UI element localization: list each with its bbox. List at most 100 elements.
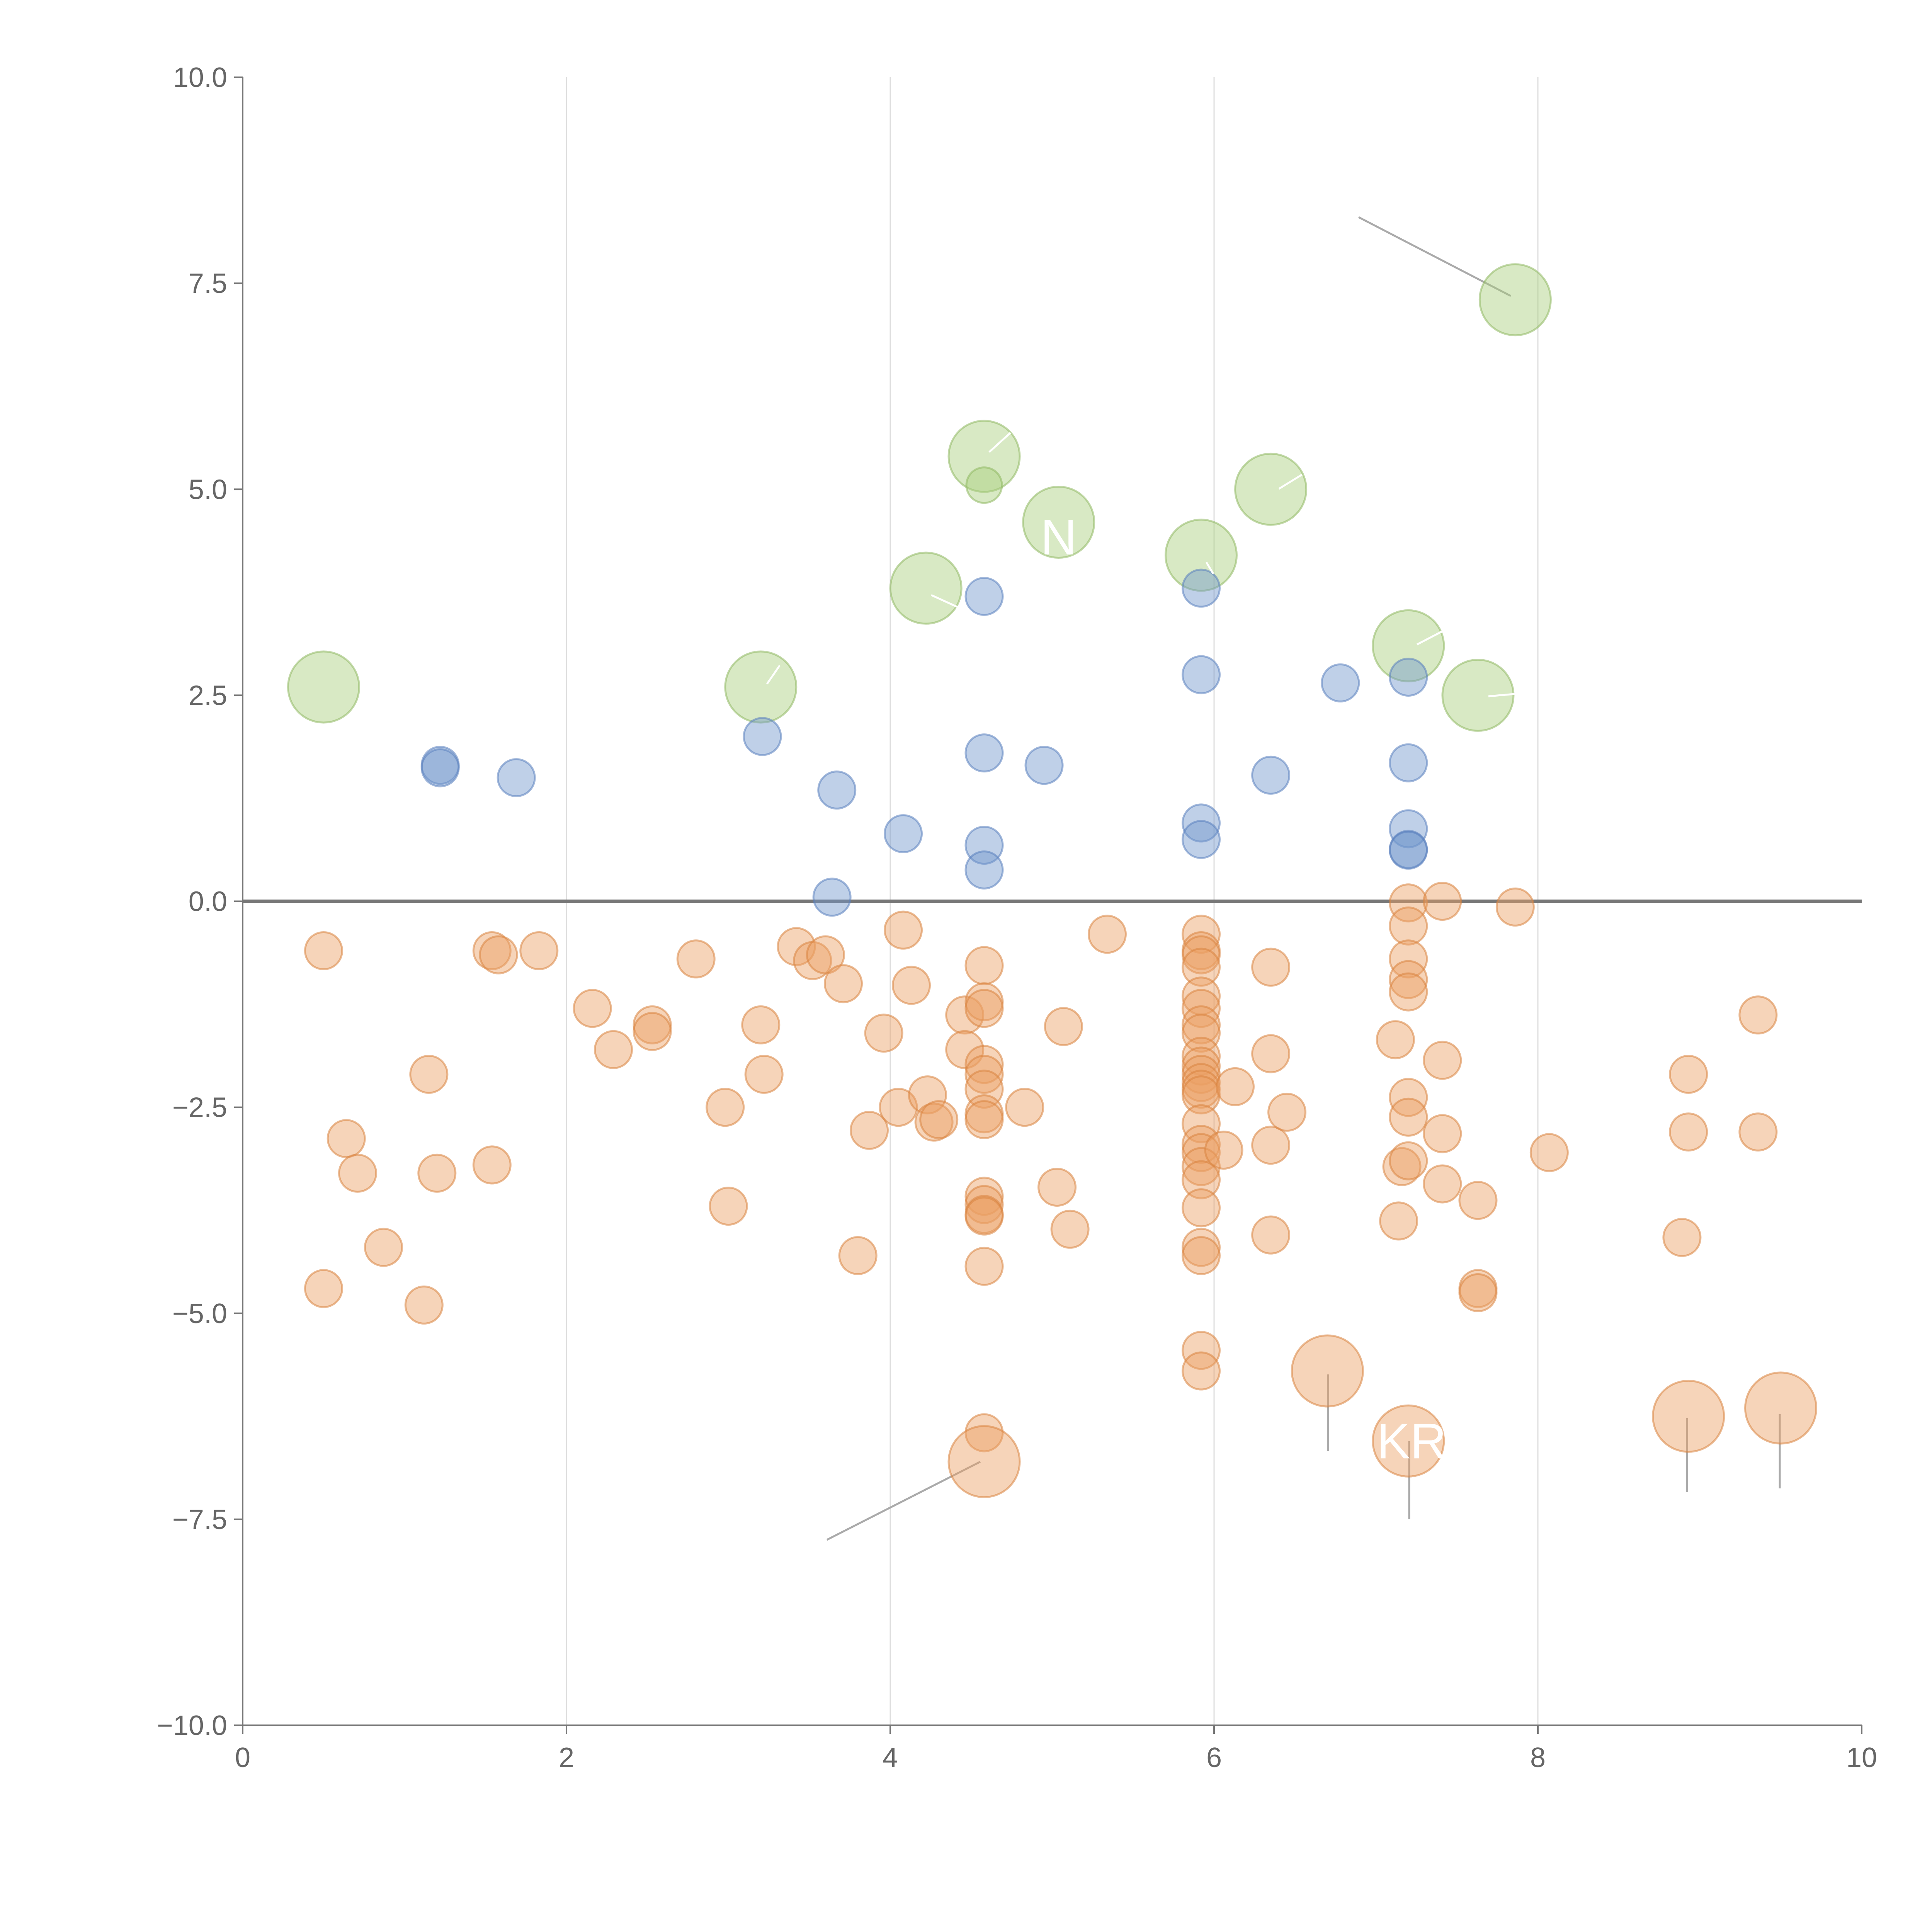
- negative-point: [1662, 1218, 1702, 1257]
- positive-point: [1389, 830, 1428, 870]
- y-tick-label: 5.0: [189, 474, 227, 505]
- x-tick-label: 2: [559, 1742, 574, 1773]
- negative-point: [1181, 1147, 1221, 1186]
- negative-point: [964, 1413, 1004, 1452]
- negative-point: [1181, 1054, 1221, 1094]
- negative-point: [1251, 1215, 1291, 1255]
- large_positive-point: [1441, 658, 1515, 732]
- negative-point: [479, 935, 518, 975]
- negative-point: [1044, 1007, 1083, 1046]
- leader-line: [1488, 693, 1515, 697]
- y-tick-label: 10.0: [173, 62, 227, 93]
- positive-point: [964, 577, 1004, 616]
- negative-point: [1204, 1131, 1243, 1170]
- positive-point: [964, 850, 1004, 889]
- positive-point: [1181, 820, 1221, 859]
- negative-point: [1458, 1181, 1498, 1220]
- y-axis-ticks: 10.0 7.5 5.0 2.5 0.0 −2.5 −5.0 −7.5 −10.0: [157, 62, 243, 1741]
- y-tick-label: −7.5: [172, 1504, 227, 1535]
- negative-point: [1050, 1209, 1090, 1249]
- negative-point: [964, 1185, 1004, 1224]
- negative-point: [304, 1269, 343, 1308]
- negative-point: [409, 1054, 449, 1094]
- positive-point: [1024, 746, 1064, 785]
- negative-point: [1389, 939, 1428, 979]
- positive-point: [1181, 803, 1221, 843]
- large_positive-point: [724, 650, 798, 724]
- negative-point: [1495, 887, 1535, 927]
- y-tick-label: −2.5: [172, 1092, 227, 1123]
- x-tick-label: 10: [1846, 1742, 1877, 1773]
- x-tick-label: 4: [883, 1742, 898, 1773]
- y-tick-label: −5.0: [172, 1298, 227, 1329]
- negative-point: [1382, 1147, 1422, 1186]
- negative-point: [1458, 1273, 1498, 1312]
- leader-line: [1205, 561, 1214, 575]
- negative-point: [1181, 1351, 1221, 1391]
- negative-point: [1669, 1054, 1708, 1094]
- negative-point: [573, 989, 612, 1028]
- leader-line: [1358, 216, 1512, 297]
- negative-point: [1181, 1188, 1221, 1228]
- negative-point: [1529, 1133, 1569, 1172]
- y-tick-label: 7.5: [189, 268, 227, 299]
- negative-point: [472, 931, 512, 970]
- positive-point: [497, 758, 536, 798]
- negative-point: [1738, 1112, 1778, 1152]
- negative-point: [1251, 947, 1291, 987]
- large_positive-point: [889, 551, 963, 625]
- negative-point: [850, 1111, 889, 1150]
- negative-point: [1423, 1041, 1462, 1080]
- large_positive-point: [1164, 519, 1238, 592]
- negative-point: [1181, 935, 1221, 975]
- negative-point: [1251, 1126, 1291, 1165]
- negative-point: [1181, 1228, 1221, 1267]
- positive-point: [1389, 657, 1428, 697]
- negative-point: [964, 946, 1004, 985]
- negative-point: [777, 927, 816, 966]
- x-axis-ticks: 0 2 4 6 8 10: [235, 1725, 1877, 1773]
- positive-point: [1389, 743, 1428, 782]
- negative-point: [1669, 1112, 1708, 1152]
- data-points: [287, 263, 1817, 1498]
- negative-point: [417, 1153, 457, 1193]
- negative-point: [519, 931, 559, 970]
- negative-point: [1181, 1236, 1221, 1275]
- positive-point: [1321, 663, 1360, 702]
- large_negative-point: [1372, 1404, 1445, 1478]
- positive-point: [817, 770, 857, 810]
- negative-point: [806, 935, 845, 975]
- negative-point: [472, 1145, 512, 1185]
- large_positive-point: [947, 420, 1021, 493]
- leader-line: [766, 665, 781, 685]
- negative-point: [364, 1228, 403, 1267]
- positive-point: [964, 733, 1004, 773]
- negative-point: [1389, 1078, 1428, 1117]
- positive-point: [1251, 755, 1291, 795]
- large_negative-point: [1744, 1371, 1817, 1445]
- x-tick-label: 0: [235, 1742, 250, 1773]
- negative-point: [1181, 1075, 1221, 1115]
- negative-point: [338, 1153, 377, 1193]
- negative-point: [1389, 883, 1428, 923]
- negative-point: [1181, 1104, 1221, 1143]
- large_negative-point: [1291, 1334, 1364, 1408]
- large_positive-point: [1022, 486, 1095, 559]
- negative-point: [1389, 972, 1428, 1012]
- positive-point: [1389, 809, 1428, 849]
- negative-point: [1423, 1164, 1462, 1204]
- negative-point: [676, 939, 716, 979]
- negative-point: [879, 1088, 918, 1127]
- negative-point: [891, 966, 931, 1005]
- negative-point: [741, 1005, 781, 1044]
- label-leader-lines: [826, 216, 1781, 1541]
- negative-point: [1181, 1125, 1221, 1164]
- negative-point: [964, 1247, 1004, 1286]
- negative-point: [919, 1100, 959, 1139]
- large_positive-point: [1478, 263, 1552, 337]
- x-tick-label: 8: [1530, 1742, 1546, 1773]
- negative-point: [706, 1088, 745, 1127]
- annotation-label: KR: [1377, 1413, 1447, 1469]
- negative-point: [633, 1012, 672, 1051]
